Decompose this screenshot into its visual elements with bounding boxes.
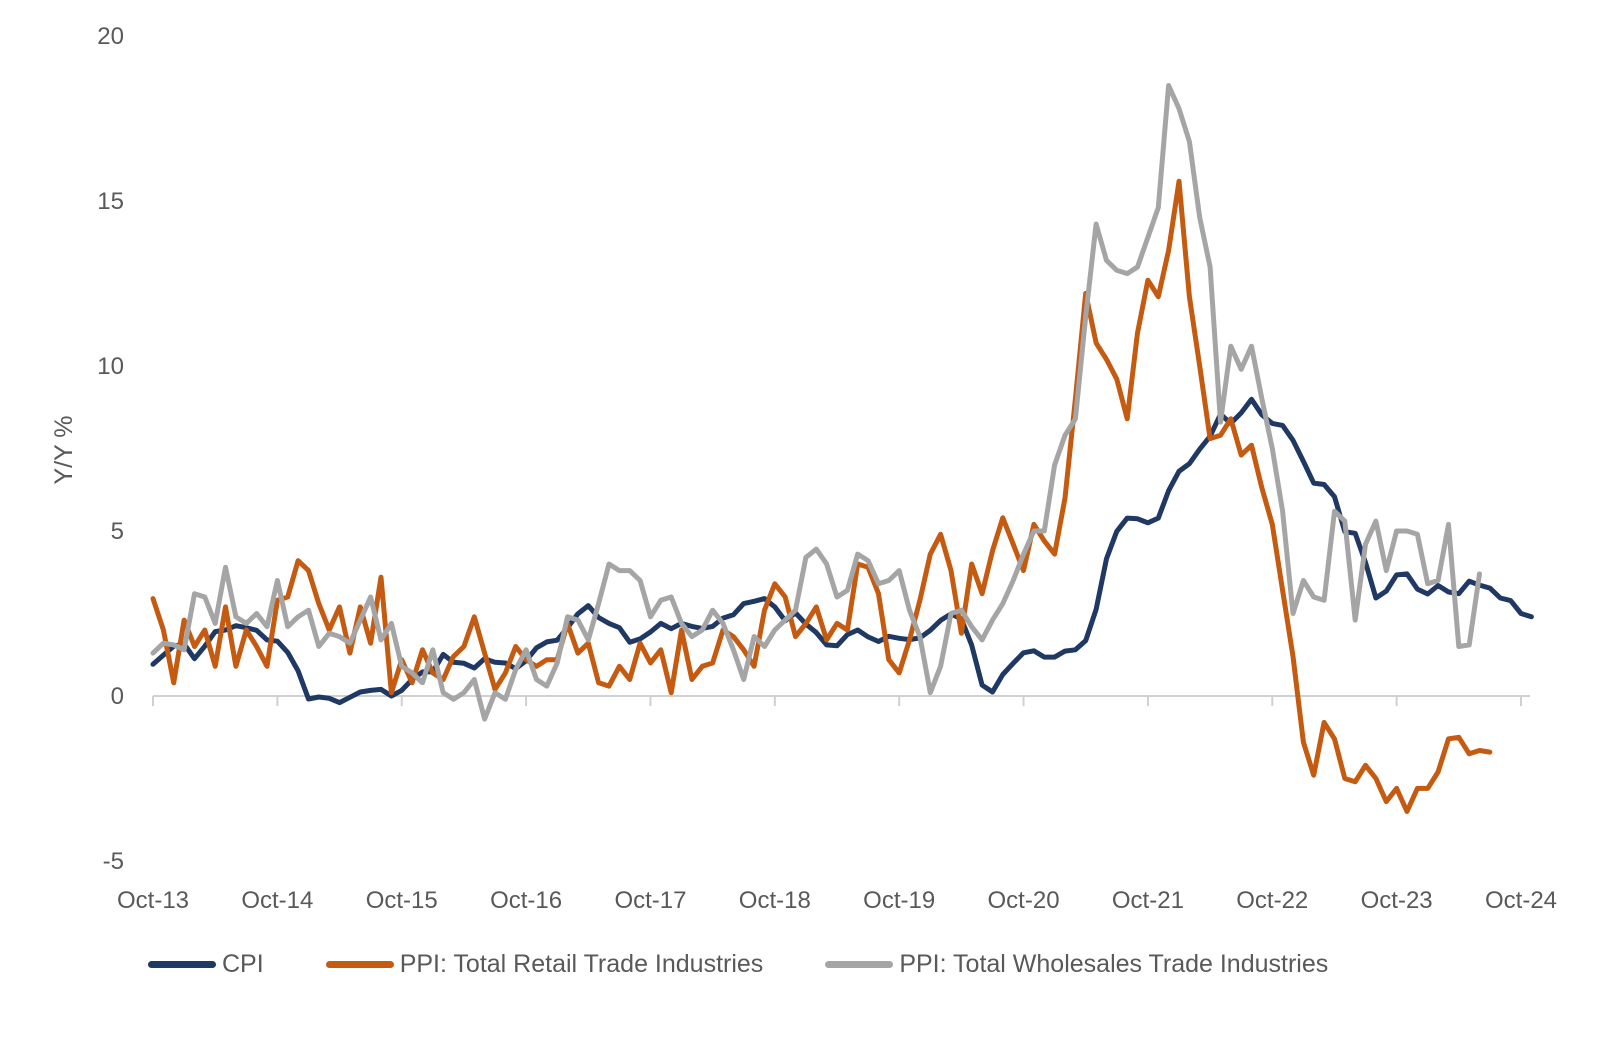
series-lines — [150, 83, 1534, 814]
legend-item-ppi-retail: PPI: Total Retail Trade Industries — [325, 950, 764, 979]
legend-item-ppi-wholesale: PPI: Total Wholesales Trade Industries — [825, 950, 1328, 979]
legend: CPI PPI: Total Retail Trade Industries P… — [148, 950, 1390, 979]
x-tick-label: Oct-19 — [863, 887, 935, 914]
x-tick-label: Oct-17 — [614, 887, 686, 914]
x-tick-label: Oct-15 — [366, 887, 438, 914]
axes: Oct-13 Oct-14 Oct-15 Oct-16 Oct-17 Oct-18 Oct-… — [97, 23, 1557, 914]
x-tick-label: Oct-13 — [117, 887, 189, 914]
legend-label-ppi-retail: PPI: Total Retail Trade Industries — [399, 950, 764, 978]
legend-label-cpi: CPI — [222, 950, 264, 978]
legend-swatch-ppi-wholesale — [825, 961, 894, 968]
x-tick-label: Oct-16 — [490, 887, 562, 914]
y-tick-label: 0 — [111, 683, 124, 710]
legend-swatch-cpi — [148, 961, 216, 968]
ppi-wholesale-line — [150, 83, 1482, 722]
x-tick-label: Oct-14 — [241, 887, 313, 914]
legend-item-cpi: CPI — [148, 950, 264, 979]
x-tick-label: Oct-18 — [739, 887, 811, 914]
x-tick-label: Oct-20 — [988, 887, 1060, 914]
cpi-line — [150, 396, 1534, 706]
legend-label-ppi-wholesale: PPI: Total Wholesales Trade Industries — [899, 950, 1329, 978]
legend-swatch-ppi-retail — [325, 961, 394, 968]
y-axis-title: Y/Y % — [50, 415, 78, 484]
x-tick-label: Oct-21 — [1112, 887, 1184, 914]
y-tick-label: 20 — [97, 23, 124, 50]
x-tick-label: Oct-22 — [1236, 887, 1308, 914]
x-tick-label: Oct-24 — [1485, 887, 1557, 914]
y-tick-label: 15 — [97, 188, 124, 215]
y-tick-label: 5 — [111, 518, 124, 545]
y-tick-label: -5 — [103, 848, 124, 875]
y-tick-label: 10 — [97, 353, 124, 380]
ppi-retail-line — [150, 178, 1493, 814]
x-tick-label: Oct-23 — [1361, 887, 1433, 914]
